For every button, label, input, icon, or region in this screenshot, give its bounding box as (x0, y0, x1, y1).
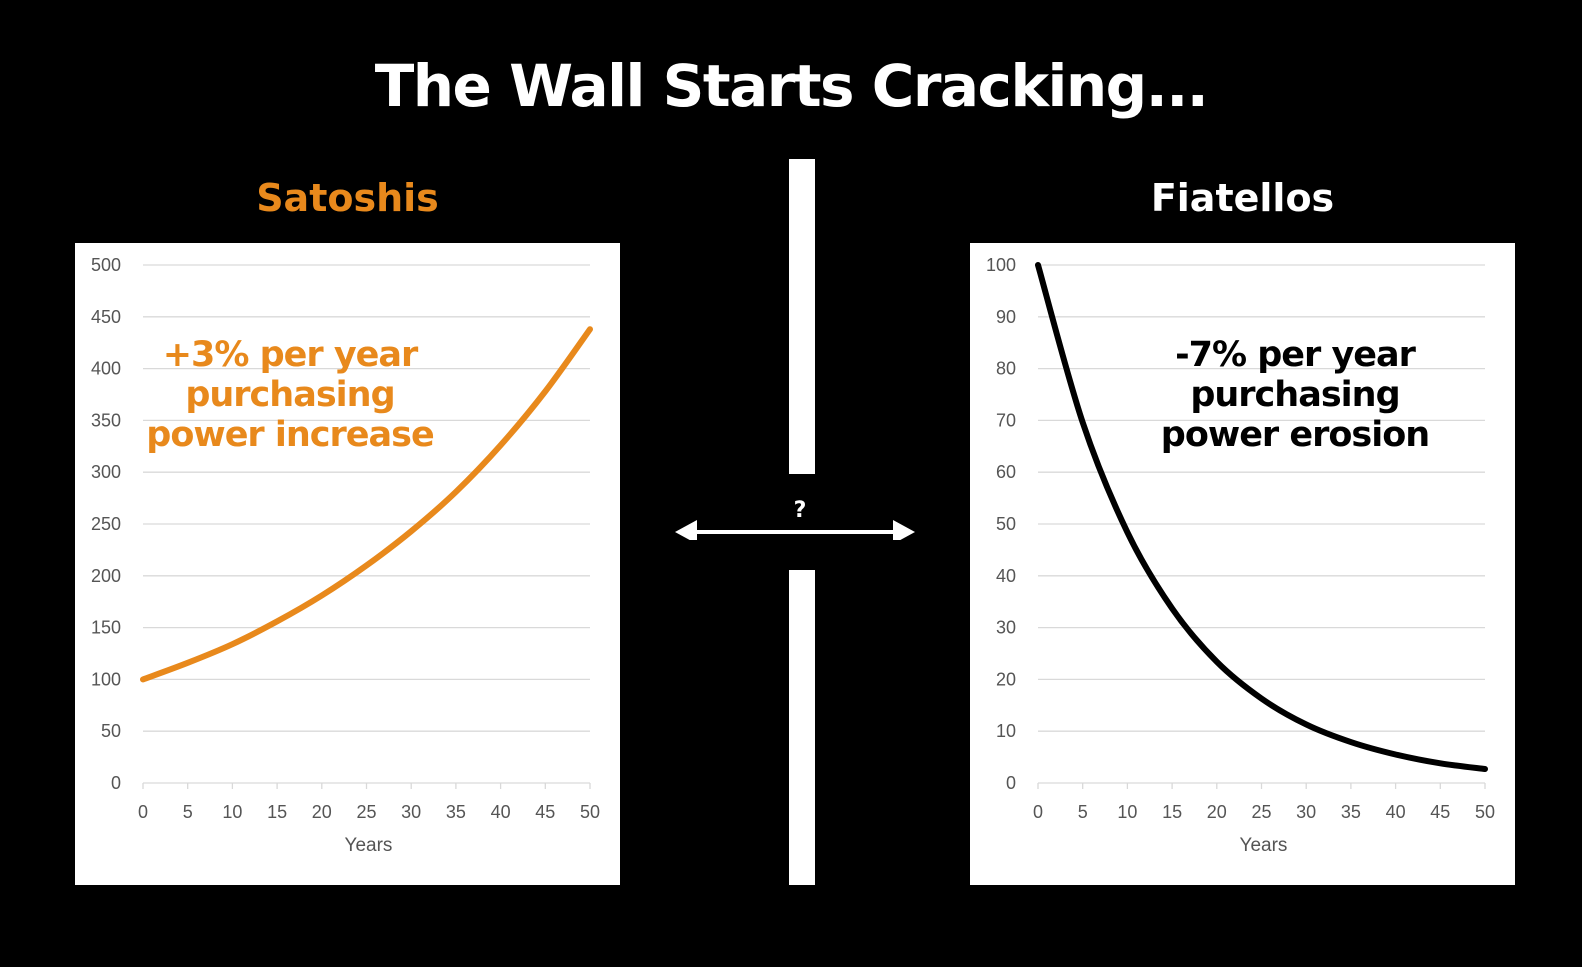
satoshis-x-tick-label: 20 (312, 802, 332, 822)
fiatellos-annotation-line-1: -7% per year (1175, 335, 1416, 375)
fiatellos-x-tick-label: 10 (1117, 802, 1137, 822)
slide-title: The Wall Starts Cracking... (374, 52, 1209, 120)
question-mark-label: ? (793, 498, 807, 523)
fiatellos-annotation-line-2: purchasing (1190, 375, 1400, 415)
satoshis-y-tick-label: 200 (91, 566, 121, 586)
fiatellos-x-tick-label: 0 (1033, 802, 1043, 822)
satoshis-y-tick-label: 300 (91, 462, 121, 482)
satoshis-y-tick-label: 100 (91, 669, 121, 689)
fiatellos-y-tick-label: 60 (996, 462, 1016, 482)
fiatellos-chart-panel: 0 10 20 30 40 50 60 70 80 90 100 0 5 10 15 20 25 30 35 40 45… (970, 243, 1515, 885)
fiatellos-y-tick-label: 100 (986, 255, 1016, 275)
satoshis-y-tick-label: 150 (91, 618, 121, 638)
satoshis-y-tick-label: 250 (91, 514, 121, 534)
satoshis-annotation-line-3: power increase (146, 415, 434, 455)
satoshis-annotation: +3% per year purchasing power increase (135, 335, 445, 455)
fiatellos-x-axis-title: Years (1240, 835, 1288, 856)
satoshis-x-tick-label: 25 (356, 802, 376, 822)
fiatellos-x-tick-label: 50 (1475, 802, 1495, 822)
fiatellos-y-tick-label: 30 (996, 618, 1016, 638)
satoshis-y-tick-label: 0 (111, 773, 121, 793)
fiatellos-y-tick-label: 70 (996, 410, 1016, 430)
satoshis-annotation-line-1: +3% per year (162, 335, 419, 375)
fiatellos-x-tick-label: 45 (1430, 802, 1450, 822)
satoshis-y-tick-label: 50 (101, 721, 121, 741)
satoshis-x-tick-label: 45 (535, 802, 555, 822)
satoshis-chart-panel: 0 50 100 150 200 250 300 350 400 450 500 0 5 10 15 20 25… (75, 243, 620, 885)
satoshis-x-tick-label: 40 (491, 802, 511, 822)
wall-bottom-segment (789, 570, 815, 885)
double-arrow-icon (675, 520, 915, 540)
fiatellos-annotation-line-3: power erosion (1160, 415, 1430, 455)
fiatellos-x-tick-label: 20 (1207, 802, 1227, 822)
satoshis-x-tick-label: 35 (446, 802, 466, 822)
satoshis-chart-title: Satoshis (256, 176, 439, 220)
fiatellos-x-tick-label: 5 (1078, 802, 1088, 822)
fiatellos-y-tick-label: 20 (996, 669, 1016, 689)
satoshis-series-line (140, 326, 593, 683)
fiatellos-x-tick-label: 15 (1162, 802, 1182, 822)
satoshis-x-tick-label: 30 (401, 802, 421, 822)
fiatellos-series-line (1035, 262, 1488, 773)
fiatellos-x-tick-label: 30 (1296, 802, 1316, 822)
fiatellos-y-tick-label: 80 (996, 359, 1016, 379)
satoshis-y-tick-label: 500 (91, 255, 121, 275)
fiatellos-x-tick-label: 40 (1386, 802, 1406, 822)
fiatellos-chart-title: Fiatellos (1150, 176, 1335, 220)
fiatellos-y-tick-label: 40 (996, 566, 1016, 586)
fiatellos-x-tick-label: 35 (1341, 802, 1361, 822)
fiatellos-annotation: -7% per year purchasing power erosion (1145, 335, 1445, 455)
fiatellos-y-tick-label: 10 (996, 721, 1016, 741)
satoshis-x-tick-label: 10 (222, 802, 242, 822)
satoshis-y-tick-label: 400 (91, 359, 121, 379)
satoshis-x-tick-label: 5 (183, 802, 193, 822)
fiatellos-x-tick-label: 25 (1251, 802, 1271, 822)
satoshis-annotation-line-2: purchasing (185, 375, 395, 415)
satoshis-y-tick-label: 350 (91, 410, 121, 430)
satoshis-x-tick-label: 50 (580, 802, 600, 822)
fiatellos-y-tick-label: 90 (996, 307, 1016, 327)
fiatellos-y-tick-label: 0 (1006, 773, 1016, 793)
wall-top-segment (789, 159, 815, 474)
fiatellos-y-tick-label: 50 (996, 514, 1016, 534)
satoshis-chart: 0 50 100 150 200 250 300 350 400 450 500 0 5 10 15 20 25… (91, 255, 600, 856)
satoshis-x-tick-label: 0 (138, 802, 148, 822)
satoshis-x-axis-title: Years (345, 835, 393, 856)
satoshis-x-tick-label: 15 (267, 802, 287, 822)
fiatellos-chart: 0 10 20 30 40 50 60 70 80 90 100 0 5 10 15 20 25 30 35 40 45… (986, 255, 1495, 856)
satoshis-y-tick-label: 450 (91, 307, 121, 327)
